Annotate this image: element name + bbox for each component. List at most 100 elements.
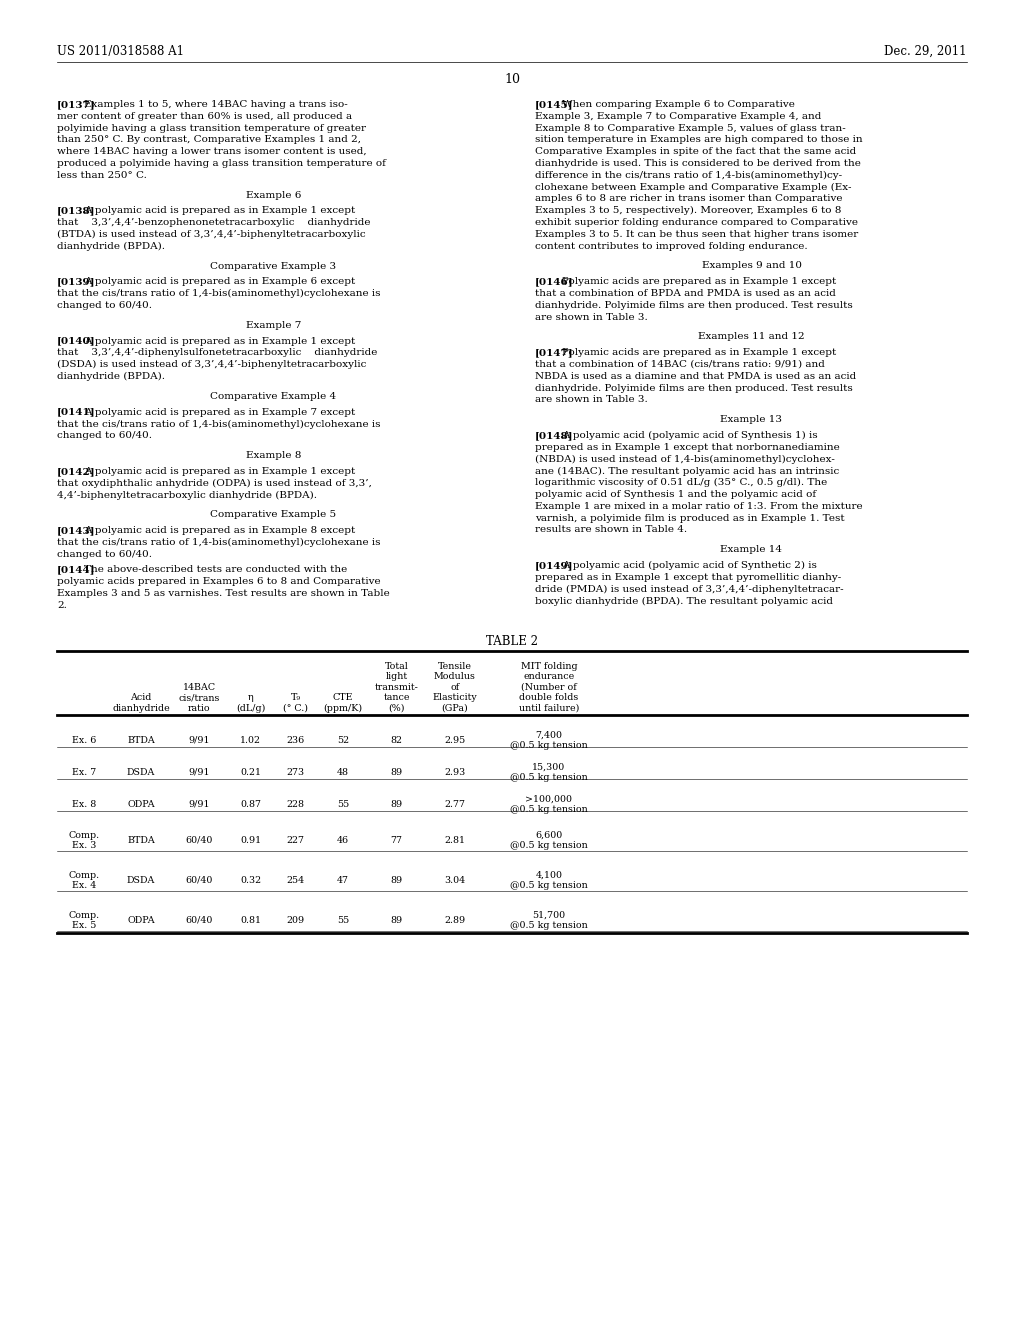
- Text: NBDA is used as a diamine and that PMDA is used as an acid: NBDA is used as a diamine and that PMDA …: [535, 372, 856, 380]
- Text: 2.95: 2.95: [444, 735, 466, 744]
- Text: produced a polyimide having a glass transition temperature of: produced a polyimide having a glass tran…: [57, 158, 386, 168]
- Text: Example 8 to Comparative Example 5, values of glass tran-: Example 8 to Comparative Example 5, valu…: [535, 124, 846, 132]
- Text: less than 250° C.: less than 250° C.: [57, 170, 146, 180]
- Text: A polyamic acid is prepared as in Example 1 except: A polyamic acid is prepared as in Exampl…: [84, 337, 355, 346]
- Text: Comparative Example 3: Comparative Example 3: [211, 261, 337, 271]
- Text: 9/91: 9/91: [188, 768, 210, 776]
- Text: 227: 227: [287, 836, 304, 845]
- Text: The above-described tests are conducted with the: The above-described tests are conducted …: [84, 565, 348, 574]
- Text: US 2011/0318588 A1: US 2011/0318588 A1: [57, 45, 184, 58]
- Text: 273: 273: [287, 768, 304, 776]
- Text: dianhydride. Polyimide films are then produced. Test results: dianhydride. Polyimide films are then pr…: [535, 301, 853, 310]
- Text: 2.93: 2.93: [444, 768, 466, 776]
- Text: [0146]: [0146]: [535, 277, 573, 286]
- Text: [0148]: [0148]: [535, 432, 573, 440]
- Text: sition temperature in Examples are high compared to those in: sition temperature in Examples are high …: [535, 136, 862, 144]
- Text: 7,400
@0.5 kg tension: 7,400 @0.5 kg tension: [510, 730, 588, 750]
- Text: that oxydiphthalic anhydride (ODPA) is used instead of 3,3’,: that oxydiphthalic anhydride (ODPA) is u…: [57, 479, 372, 487]
- Text: T₉
(° C.): T₉ (° C.): [283, 693, 308, 713]
- Text: 10: 10: [504, 73, 520, 86]
- Text: 4,100
@0.5 kg tension: 4,100 @0.5 kg tension: [510, 870, 588, 890]
- Text: Examples 1 to 5, where 14BAC having a trans iso-: Examples 1 to 5, where 14BAC having a tr…: [84, 100, 348, 110]
- Text: that a combination of BPDA and PMDA is used as an acid: that a combination of BPDA and PMDA is u…: [535, 289, 836, 298]
- Text: 2.: 2.: [57, 601, 67, 610]
- Text: 89: 89: [390, 768, 402, 776]
- Text: A polyamic acid is prepared as in Example 6 except: A polyamic acid is prepared as in Exampl…: [84, 277, 355, 286]
- Text: mer content of greater than 60% is used, all produced a: mer content of greater than 60% is used,…: [57, 112, 352, 121]
- Text: that the cis/trans ratio of 1,4-bis(aminomethyl)cyclohexane is: that the cis/trans ratio of 1,4-bis(amin…: [57, 537, 381, 546]
- Text: Tensile
Modulus
of
Elasticity
(GPa): Tensile Modulus of Elasticity (GPa): [432, 663, 477, 713]
- Text: that    3,3’,4,4’-diphenylsulfonetetracarboxylic    dianhydride: that 3,3’,4,4’-diphenylsulfonetetracarbo…: [57, 348, 378, 358]
- Text: 60/40: 60/40: [185, 836, 213, 845]
- Text: Example 1 are mixed in a molar ratio of 1:3. From the mixture: Example 1 are mixed in a molar ratio of …: [535, 502, 862, 511]
- Text: [0145]: [0145]: [535, 100, 573, 110]
- Text: Ex. 6: Ex. 6: [73, 735, 96, 744]
- Text: Comp.
Ex. 3: Comp. Ex. 3: [69, 830, 100, 850]
- Text: changed to 60/40.: changed to 60/40.: [57, 432, 152, 440]
- Text: 0.32: 0.32: [240, 875, 261, 884]
- Text: 254: 254: [287, 875, 304, 884]
- Text: A polyamic acid (polyamic acid of Synthesis 1) is: A polyamic acid (polyamic acid of Synthe…: [562, 432, 818, 440]
- Text: Example 14: Example 14: [721, 545, 782, 554]
- Text: 0.81: 0.81: [240, 916, 261, 925]
- Text: 0.91: 0.91: [240, 836, 261, 845]
- Text: 77: 77: [390, 836, 402, 845]
- Text: [0140]: [0140]: [57, 337, 95, 346]
- Text: 14BAC
cis/trans
ratio: 14BAC cis/trans ratio: [178, 682, 220, 713]
- Text: [0147]: [0147]: [535, 348, 573, 358]
- Text: 2.77: 2.77: [444, 800, 466, 809]
- Text: where 14BAC having a lower trans isomer content is used,: where 14BAC having a lower trans isomer …: [57, 148, 367, 156]
- Text: Comp.
Ex. 4: Comp. Ex. 4: [69, 870, 100, 890]
- Text: Ex. 8: Ex. 8: [73, 800, 96, 809]
- Text: Comparative Example 4: Comparative Example 4: [211, 392, 337, 401]
- Text: 89: 89: [390, 916, 402, 925]
- Text: difference in the cis/trans ratio of 1,4-bis(aminomethyl)cy-: difference in the cis/trans ratio of 1,4…: [535, 170, 842, 180]
- Text: boxylic dianhydride (BPDA). The resultant polyamic acid: boxylic dianhydride (BPDA). The resultan…: [535, 597, 833, 606]
- Text: clohexane between Example and Comparative Example (Ex-: clohexane between Example and Comparativ…: [535, 182, 852, 191]
- Text: changed to 60/40.: changed to 60/40.: [57, 301, 152, 310]
- Text: [0142]: [0142]: [57, 467, 95, 475]
- Text: Comparative Example 5: Comparative Example 5: [211, 511, 337, 519]
- Text: ane (14BAC). The resultant polyamic acid has an intrinsic: ane (14BAC). The resultant polyamic acid…: [535, 466, 840, 475]
- Text: Total
light
transmit-
tance
(%): Total light transmit- tance (%): [375, 663, 419, 713]
- Text: are shown in Table 3.: are shown in Table 3.: [535, 396, 648, 404]
- Text: 48: 48: [337, 768, 349, 776]
- Text: 47: 47: [337, 875, 349, 884]
- Text: polyamic acid of Synthesis 1 and the polyamic acid of: polyamic acid of Synthesis 1 and the pol…: [535, 490, 816, 499]
- Text: [0141]: [0141]: [57, 408, 95, 417]
- Text: Ex. 7: Ex. 7: [73, 768, 96, 776]
- Text: [0143]: [0143]: [57, 525, 95, 535]
- Text: Comparative Examples in spite of the fact that the same acid: Comparative Examples in spite of the fac…: [535, 148, 856, 156]
- Text: 209: 209: [287, 916, 304, 925]
- Text: logarithmic viscosity of 0.51 dL/g (35° C., 0.5 g/dl). The: logarithmic viscosity of 0.51 dL/g (35° …: [535, 478, 827, 487]
- Text: (NBDA) is used instead of 1,4-bis(aminomethyl)cyclohex-: (NBDA) is used instead of 1,4-bis(aminom…: [535, 454, 835, 463]
- Text: that the cis/trans ratio of 1,4-bis(aminomethyl)cyclohexane is: that the cis/trans ratio of 1,4-bis(amin…: [57, 420, 381, 429]
- Text: prepared as in Example 1 except that pyromellitic dianhy-: prepared as in Example 1 except that pyr…: [535, 573, 842, 582]
- Text: results are shown in Table 4.: results are shown in Table 4.: [535, 525, 687, 535]
- Text: Example 13: Example 13: [721, 416, 782, 424]
- Text: amples 6 to 8 are richer in trans isomer than Comparative: amples 6 to 8 are richer in trans isomer…: [535, 194, 843, 203]
- Text: 46: 46: [337, 836, 349, 845]
- Text: polyamic acids prepared in Examples 6 to 8 and Comparative: polyamic acids prepared in Examples 6 to…: [57, 577, 381, 586]
- Text: polyimide having a glass transition temperature of greater: polyimide having a glass transition temp…: [57, 124, 366, 132]
- Text: Comp.
Ex. 5: Comp. Ex. 5: [69, 911, 100, 929]
- Text: 1.02: 1.02: [240, 735, 261, 744]
- Text: Example 6: Example 6: [246, 190, 301, 199]
- Text: A polyamic acid is prepared as in Example 8 except: A polyamic acid is prepared as in Exampl…: [84, 525, 355, 535]
- Text: 55: 55: [337, 800, 349, 809]
- Text: that a combination of 14BAC (cis/trans ratio: 9/91) and: that a combination of 14BAC (cis/trans r…: [535, 360, 825, 370]
- Text: Example 3, Example 7 to Comparative Example 4, and: Example 3, Example 7 to Comparative Exam…: [535, 112, 821, 121]
- Text: dianhydride is used. This is considered to be derived from the: dianhydride is used. This is considered …: [535, 158, 861, 168]
- Text: Example 7: Example 7: [246, 321, 301, 330]
- Text: 2.89: 2.89: [444, 916, 466, 925]
- Text: prepared as in Example 1 except that norbornanediamine: prepared as in Example 1 except that nor…: [535, 442, 840, 451]
- Text: Example 8: Example 8: [246, 451, 301, 459]
- Text: Examples 9 and 10: Examples 9 and 10: [701, 261, 802, 271]
- Text: are shown in Table 3.: are shown in Table 3.: [535, 313, 648, 322]
- Text: When comparing Example 6 to Comparative: When comparing Example 6 to Comparative: [562, 100, 796, 110]
- Text: [0139]: [0139]: [57, 277, 95, 286]
- Text: varnish, a polyimide film is produced as in Example 1. Test: varnish, a polyimide film is produced as…: [535, 513, 845, 523]
- Text: content contributes to improved folding endurance.: content contributes to improved folding …: [535, 242, 808, 251]
- Text: ODPA: ODPA: [127, 800, 155, 809]
- Text: Examples 3 to 5, respectively). Moreover, Examples 6 to 8: Examples 3 to 5, respectively). Moreover…: [535, 206, 842, 215]
